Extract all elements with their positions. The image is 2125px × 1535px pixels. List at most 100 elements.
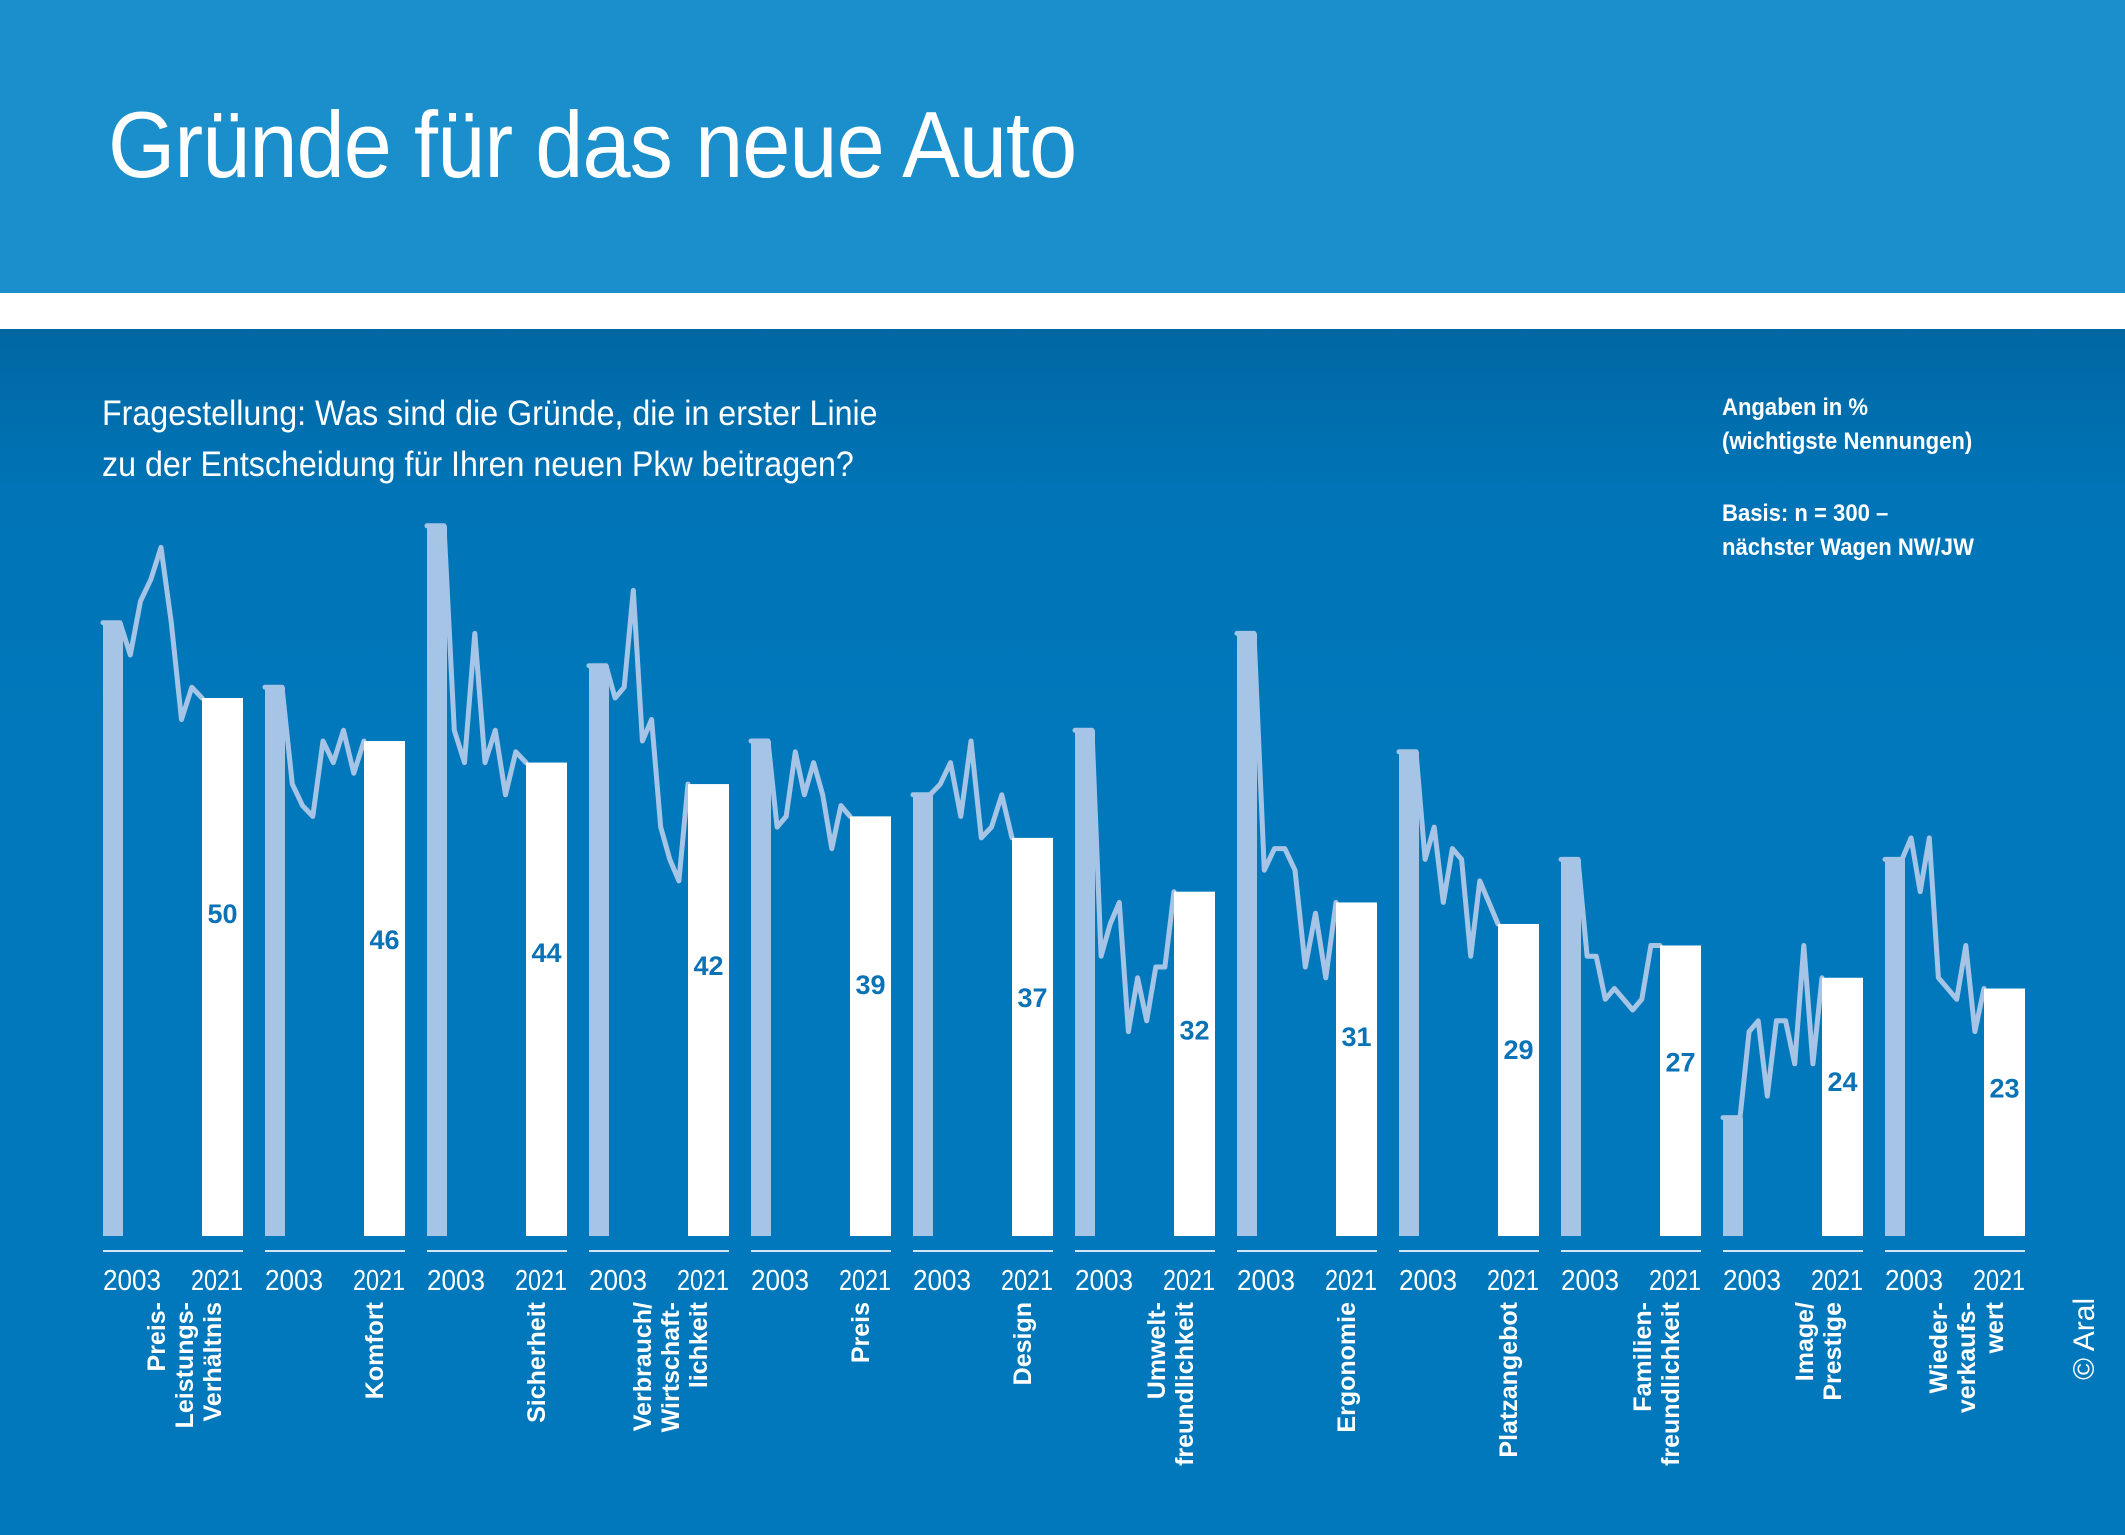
year-label-2021: 2021 bbox=[353, 1265, 405, 1297]
category-label: Wirtschaft- bbox=[657, 1302, 685, 1432]
bar-2003 bbox=[589, 665, 609, 1236]
year-label-2003: 2003 bbox=[1399, 1265, 1457, 1297]
bar-2003 bbox=[265, 687, 285, 1236]
year-label-2003: 2003 bbox=[1237, 1265, 1295, 1297]
category-label: wert bbox=[1981, 1301, 2009, 1354]
year-label-2021: 2021 bbox=[1811, 1265, 1863, 1297]
category-label: lichkeit bbox=[685, 1301, 713, 1388]
bar-2021 bbox=[1660, 945, 1701, 1236]
year-label-2021: 2021 bbox=[1325, 1265, 1377, 1297]
year-label-2021: 2021 bbox=[839, 1265, 891, 1297]
value-label: 29 bbox=[1503, 1035, 1533, 1065]
category-label: Umwelt- bbox=[1143, 1302, 1171, 1399]
year-label-2021: 2021 bbox=[1163, 1265, 1215, 1297]
bar-2003 bbox=[103, 622, 123, 1236]
question-line-2: zu der Entscheidung für Ihren neuen Pkw … bbox=[102, 445, 854, 484]
bar-2003 bbox=[913, 794, 933, 1236]
question-line-1: Fragestellung: Was sind die Gründe, die … bbox=[102, 394, 878, 433]
note-unit: Angaben in % bbox=[1722, 394, 1868, 421]
chart-note: Angaben in % (wichtigste Nennungen) Basi… bbox=[1722, 391, 1974, 565]
trend-line bbox=[1720, 943, 1825, 1121]
labels: 50 2003 2021 Preis- Leistungs- Verhältnis 46 20… bbox=[103, 899, 2025, 1466]
bar-2021 bbox=[850, 816, 891, 1236]
year-label-2003: 2003 bbox=[751, 1265, 809, 1297]
bar-2021 bbox=[1984, 988, 2025, 1236]
year-label-2021: 2021 bbox=[1001, 1265, 1053, 1297]
category-label: Leistungs- bbox=[171, 1302, 199, 1428]
bar-2003 bbox=[1723, 1117, 1743, 1236]
bar-2021 bbox=[1012, 837, 1053, 1236]
category-label: Wieder- bbox=[1925, 1302, 1953, 1393]
category-label: Prestige bbox=[1819, 1302, 1847, 1401]
category-label: verkaufs- bbox=[1953, 1302, 1981, 1413]
trend-line bbox=[586, 587, 691, 884]
note-basis: Basis: n = 300 – bbox=[1722, 500, 1889, 527]
trend-line bbox=[424, 523, 529, 798]
year-label-2021: 2021 bbox=[1649, 1265, 1701, 1297]
trend-line bbox=[748, 738, 853, 852]
value-label: 42 bbox=[693, 951, 723, 981]
category-label: Komfort bbox=[361, 1301, 389, 1399]
category-label: Verhältnis bbox=[199, 1302, 227, 1422]
bar-2003 bbox=[751, 741, 771, 1236]
category-label: Familien- bbox=[1629, 1302, 1657, 1412]
category-label: freundlichkeit bbox=[1171, 1301, 1199, 1466]
bars bbox=[103, 525, 2025, 1236]
value-label: 27 bbox=[1665, 1048, 1695, 1078]
bar-2003 bbox=[1237, 633, 1257, 1236]
value-label: 37 bbox=[1017, 983, 1047, 1013]
year-label-2021: 2021 bbox=[677, 1265, 729, 1297]
trend-line bbox=[1072, 727, 1177, 1035]
trend-line bbox=[262, 684, 367, 819]
category-label: Ergonomie bbox=[1333, 1302, 1361, 1433]
year-label-2021: 2021 bbox=[191, 1265, 243, 1297]
value-label: 50 bbox=[207, 899, 237, 929]
trend-line bbox=[1234, 630, 1339, 981]
trend-line bbox=[1396, 749, 1501, 959]
year-label-2003: 2003 bbox=[1075, 1265, 1133, 1297]
category-label: Design bbox=[1009, 1302, 1037, 1385]
bar-2003 bbox=[1075, 730, 1095, 1236]
value-label: 31 bbox=[1341, 1022, 1371, 1052]
year-label-2003: 2003 bbox=[265, 1265, 323, 1297]
category-label: Platzangebot bbox=[1495, 1301, 1523, 1457]
bar-2021 bbox=[688, 784, 729, 1236]
bar-2021 bbox=[1498, 923, 1539, 1236]
year-label-2003: 2003 bbox=[913, 1265, 971, 1297]
bar-2021 bbox=[364, 741, 405, 1236]
header-divider bbox=[0, 293, 2125, 329]
value-label: 39 bbox=[855, 970, 885, 1000]
category-label: Sicherheit bbox=[523, 1301, 551, 1423]
copyright-notice: © Aral bbox=[2068, 1297, 2101, 1380]
year-label-2003: 2003 bbox=[1561, 1265, 1619, 1297]
category-label: Preis bbox=[847, 1302, 875, 1363]
bar-2003 bbox=[1561, 859, 1581, 1236]
bar-2003 bbox=[427, 525, 447, 1236]
value-label: 44 bbox=[531, 938, 561, 968]
category-label: Preis- bbox=[143, 1302, 171, 1371]
year-label-2003: 2003 bbox=[589, 1265, 647, 1297]
trend-line bbox=[1882, 835, 1987, 1035]
bar-2021 bbox=[1174, 891, 1215, 1236]
value-label: 23 bbox=[1989, 1074, 2019, 1104]
year-label-2003: 2003 bbox=[103, 1265, 161, 1297]
category-label: Verbrauch/ bbox=[629, 1302, 657, 1431]
question-text: Fragestellung: Was sind die Gründe, die … bbox=[102, 388, 878, 490]
value-label: 46 bbox=[369, 925, 399, 955]
note-basis-detail: nächster Wagen NW/JW bbox=[1722, 534, 1974, 561]
value-label: 32 bbox=[1179, 1015, 1209, 1045]
year-label-2021: 2021 bbox=[1973, 1265, 2025, 1297]
year-label-2003: 2003 bbox=[1723, 1265, 1781, 1297]
chart-panel bbox=[0, 329, 2125, 1535]
year-label-2021: 2021 bbox=[515, 1265, 567, 1297]
bar-2003 bbox=[1885, 859, 1905, 1236]
year-label-2021: 2021 bbox=[1487, 1265, 1539, 1297]
trend-lines bbox=[100, 523, 1987, 1121]
trend-line bbox=[1558, 856, 1663, 1013]
bar-2021 bbox=[526, 762, 567, 1236]
bar-2021 bbox=[1336, 902, 1377, 1236]
bar-2003 bbox=[1399, 751, 1419, 1236]
trend-line bbox=[910, 738, 1015, 841]
value-label: 24 bbox=[1827, 1067, 1857, 1097]
